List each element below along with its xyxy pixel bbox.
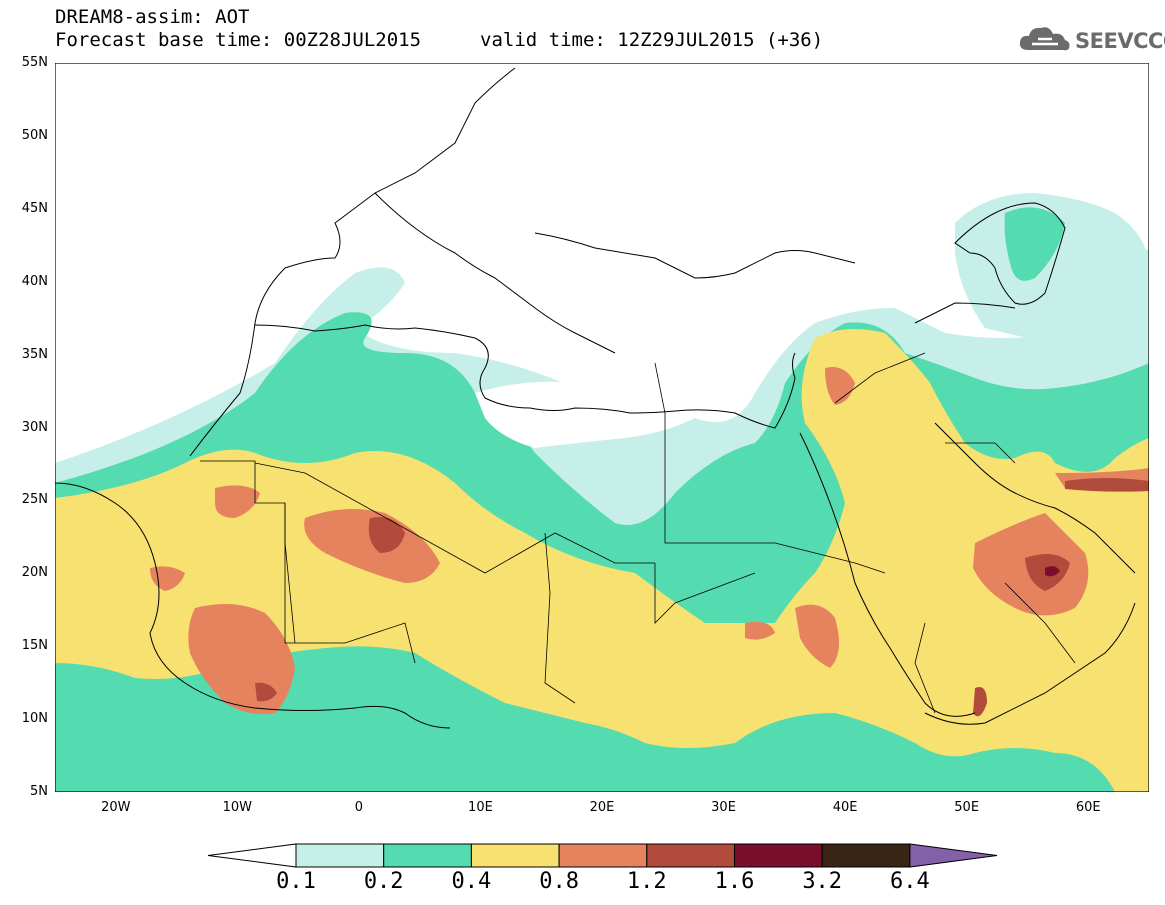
color-bar-label: 0.4 <box>451 869 492 894</box>
lat-label: 45N <box>21 200 48 216</box>
aot-band-0.8-sudan <box>795 604 839 668</box>
lon-label: 40E <box>832 800 858 815</box>
logo-text: SEEVCCC <box>1075 29 1165 53</box>
forecast-base-time: Forecast base time: 00Z28JUL2015 <box>55 29 422 51</box>
lon-label: 20E <box>589 800 615 815</box>
valid-time: valid time: 12Z29JUL2015 (+36) <box>480 29 824 51</box>
lon-label: 20W <box>101 800 131 815</box>
clear-air-libya <box>475 381 695 448</box>
lon-label: 10W <box>222 800 253 815</box>
color-bar <box>208 843 998 868</box>
aot-band-1.2-sahara <box>368 517 405 553</box>
lat-label: 35N <box>21 346 48 362</box>
aot-map <box>55 63 1149 792</box>
color-bar-label: 1.6 <box>714 869 755 894</box>
color-bar-segment <box>558 843 648 868</box>
lat-label: 30N <box>21 419 48 435</box>
lat-label: 40N <box>21 273 48 289</box>
aot-band-0.8-chad <box>745 621 775 640</box>
lon-label: 60E <box>1075 800 1101 815</box>
lat-label: 5N <box>30 784 48 799</box>
aot-band-1.2-wafrica <box>255 682 277 702</box>
coastlines <box>55 67 1136 729</box>
aot-band-0.4 <box>55 329 1149 792</box>
time-info: Forecast base time: 00Z28JUL2015 valid ti… <box>55 29 823 51</box>
aot-field <box>55 193 1149 792</box>
map-title: DREAM8-assim: AOT <box>55 6 250 28</box>
color-bar-segment <box>646 843 735 868</box>
cloud-icon <box>1019 27 1070 51</box>
aot-band-0.2-caspian <box>1004 207 1065 281</box>
aot-band-1.2-gulf <box>1065 478 1149 492</box>
country-borders <box>200 352 1076 714</box>
color-bar-label: 3.2 <box>802 869 843 894</box>
aot-band-0.8-mauritania <box>215 485 260 518</box>
color-bar-segment <box>383 843 472 868</box>
color-bar-segment <box>470 843 560 868</box>
color-bar-label: 0.1 <box>276 869 316 894</box>
lon-label: 10E <box>468 800 493 815</box>
aot-band-1.6-oman <box>1045 566 1060 577</box>
lat-label: 55N <box>21 55 48 70</box>
aot-band-0.8-arabia-north <box>825 367 855 405</box>
color-bar-label: 0.2 <box>363 869 404 894</box>
aot-band-0.8-sahara <box>304 509 440 583</box>
color-bar-under <box>208 843 297 868</box>
aot-band-1.2-horn <box>973 687 987 717</box>
lon-label: 50E <box>954 800 980 815</box>
color-bar-segment <box>295 843 385 868</box>
seevccc-logo: SEEVCCC <box>1018 22 1165 56</box>
color-bar-label: 6.4 <box>890 869 930 894</box>
lat-label: 10N <box>21 711 48 727</box>
color-bar-segment <box>734 843 823 868</box>
color-bar-label: 1.2 <box>626 869 667 894</box>
color-bar-label: 0.8 <box>539 869 579 894</box>
lon-label: 30E <box>711 800 736 815</box>
color-bar-segment <box>821 843 911 868</box>
lat-label: 15N <box>21 638 48 654</box>
lat-label: 20N <box>21 565 48 581</box>
color-bar-over <box>909 843 998 868</box>
lat-label: 25N <box>21 492 48 508</box>
lat-label: 50N <box>21 127 48 143</box>
lon-label: 0 <box>354 800 364 815</box>
